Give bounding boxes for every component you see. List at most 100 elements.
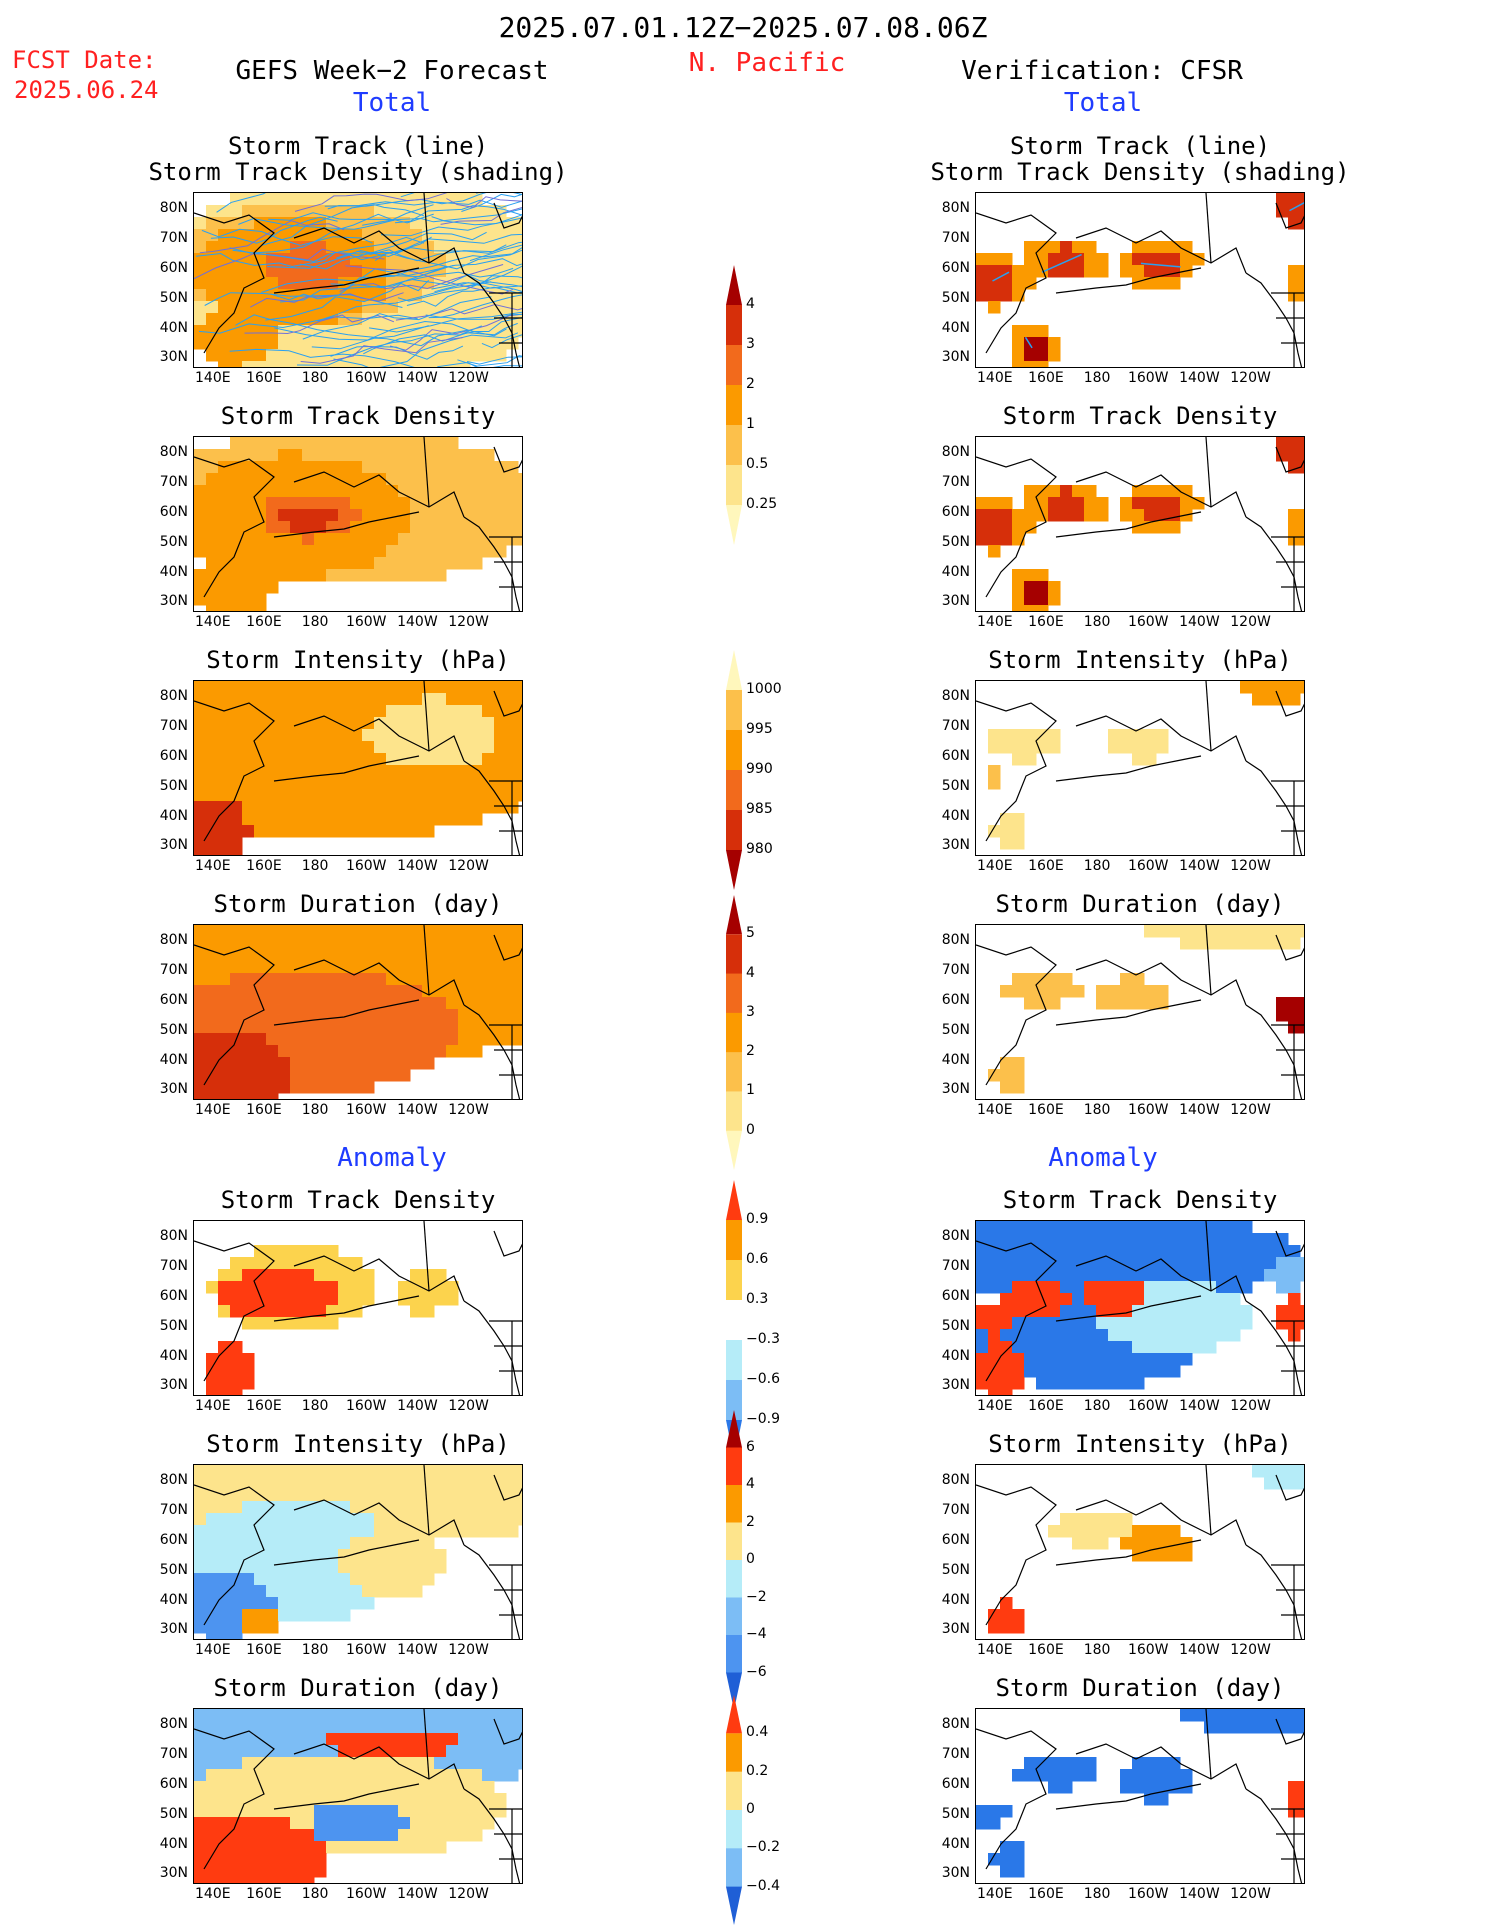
heatmap-cell: [350, 449, 363, 462]
heatmap-cell: [1000, 1597, 1013, 1610]
coastline: [1075, 715, 1247, 762]
heatmap-cell: [398, 1501, 411, 1514]
lat-tick-label: 50N: [941, 1805, 970, 1822]
heatmap-cell: [386, 1537, 399, 1550]
heatmap-cell: [314, 985, 327, 998]
heatmap-cell: [470, 509, 483, 522]
lon-tick-label: 180: [301, 1886, 329, 1902]
heatmap-cell: [470, 789, 483, 802]
heatmap-cell: [266, 1537, 279, 1550]
heatmap-cell: [266, 1817, 279, 1830]
heatmap-cell: [302, 1597, 315, 1610]
heatmap-cell: [1300, 521, 1304, 534]
heatmap-cell: [338, 521, 351, 534]
heatmap-cell: [1024, 1281, 1037, 1294]
heatmap-cell: [254, 1465, 267, 1478]
heatmap-cell: [1036, 593, 1049, 606]
heatmap-cell: [206, 765, 219, 778]
heatmap-cell: [350, 1081, 363, 1094]
heatmap-cell: [1252, 937, 1265, 950]
heatmap-cell: [374, 1841, 387, 1854]
heatmap-cell: [976, 509, 989, 522]
heatmap-cell: [1012, 1305, 1025, 1318]
heatmap-cell: [1144, 485, 1157, 498]
heatmap-cell: [290, 1817, 303, 1830]
heatmap-cell: [290, 1745, 303, 1758]
heatmap-cell: [206, 1709, 219, 1722]
heatmap-cell: [254, 1573, 267, 1586]
heatmap-cell: [338, 545, 351, 558]
heatmap-cell: [386, 1513, 399, 1526]
heatmap-cell: [1180, 1317, 1193, 1330]
heatmap-cell: [1036, 265, 1049, 278]
heatmap-cell: [302, 777, 315, 790]
lon-tick-label: 160W: [1127, 1398, 1169, 1414]
heatmap-cell: [458, 681, 471, 694]
storm-track-line: [363, 322, 518, 355]
heatmap-cell: [458, 937, 471, 950]
heatmap-cell: [386, 461, 399, 474]
heatmap-cell: [218, 241, 231, 254]
heatmap-cell: [1300, 277, 1304, 290]
heatmap-cell: [1144, 997, 1157, 1010]
heatmap-cell: [302, 1489, 315, 1502]
colorbar-label: 1000: [746, 681, 782, 697]
heatmap-cell: [350, 741, 363, 754]
heatmap-cell: [410, 569, 423, 582]
heatmap-cell: [254, 1745, 267, 1758]
heatmap-cell: [290, 753, 303, 766]
heatmap-cell: [458, 533, 471, 546]
heatmap-cell: [374, 825, 387, 838]
heatmap-cell: [230, 449, 243, 462]
heatmap-cell: [518, 937, 522, 950]
heatmap-cell: [218, 605, 231, 611]
lon-tick-label: 160W: [1127, 1102, 1169, 1118]
heatmap-cell: [458, 985, 471, 998]
coastline: [493, 1230, 522, 1257]
heatmap-cell: [326, 1549, 339, 1562]
heatmap-cell: [1168, 1781, 1181, 1794]
coastline: [293, 1743, 465, 1790]
heatmap-cell: [266, 449, 279, 462]
heatmap-cell: [218, 1081, 231, 1094]
heatmap-cell: [988, 545, 1001, 558]
heatmap-cell: [506, 717, 519, 730]
heatmap-cell: [194, 545, 207, 558]
heatmap-cell: [482, 753, 495, 766]
colorbar-label: 1: [746, 416, 755, 432]
heatmap-cell: [1240, 1233, 1253, 1246]
heatmap-cell: [1072, 1537, 1085, 1550]
colorbar-label: 0.2: [746, 1762, 769, 1779]
heatmap-cell: [1168, 1549, 1181, 1562]
heatmap-cell: [326, 461, 339, 474]
heatmap-cell: [446, 509, 459, 522]
heatmap-cell: [1012, 1853, 1025, 1866]
heatmap-cell: [314, 1609, 327, 1622]
heatmap-cell: [218, 521, 231, 534]
heatmap-cell: [470, 1489, 483, 1502]
heatmap-cell: [290, 1009, 303, 1022]
heatmap-cell: [218, 1057, 231, 1070]
heatmap-cell: [470, 1009, 483, 1022]
heatmap-cell: [422, 545, 435, 558]
lat-tick-label: 50N: [159, 777, 188, 794]
heatmap-cell: [242, 1793, 255, 1806]
heatmap-cell: [1132, 1257, 1145, 1270]
heatmap-cell: [506, 1501, 519, 1514]
heatmap-cell: [350, 801, 363, 814]
heatmap-cell: [470, 985, 483, 998]
heatmap-cell: [410, 497, 423, 510]
heatmap-cell: [218, 961, 231, 974]
storm-track-line: [394, 205, 522, 224]
heatmap-cell: [254, 753, 267, 766]
heatmap-cell: [338, 1465, 351, 1478]
heatmap-cell: [326, 437, 339, 450]
heatmap-cell: [434, 557, 447, 570]
heatmap-cell: [218, 729, 231, 742]
heatmap-cell: [410, 1781, 423, 1794]
heatmap-cell: [1072, 509, 1085, 522]
heatmap-cell: [410, 705, 423, 718]
heatmap-cell: [194, 1057, 207, 1070]
heatmap-cell: [1060, 1221, 1073, 1234]
heatmap-cell: [242, 1293, 255, 1306]
